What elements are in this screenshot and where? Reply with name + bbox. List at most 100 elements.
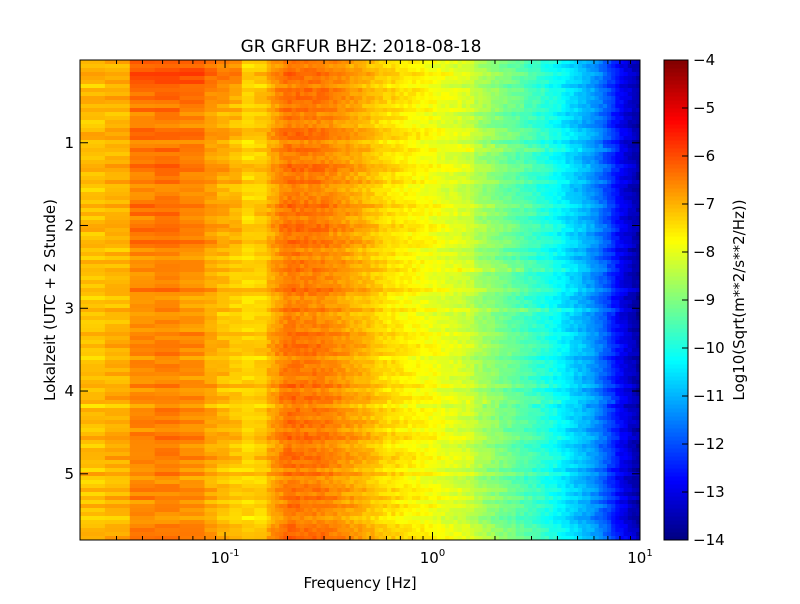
heatmap-cell [304,152,309,157]
heatmap-cell [358,176,363,181]
heatmap-cell [254,68,268,73]
heatmap-cell [494,104,500,109]
heatmap-cell [453,196,459,201]
heatmap-cell [312,220,317,225]
heatmap-cell [333,148,338,153]
heatmap-cell [465,60,471,65]
heatmap-cell [590,204,595,209]
heatmap-cell [337,132,342,137]
heatmap-cell [254,96,268,101]
heatmap-cell [279,176,284,181]
heatmap-cell [254,184,268,189]
heatmap-cell [345,104,351,109]
heatmap-cell [490,112,496,117]
heatmap-cell [287,172,293,177]
heatmap-cell [241,248,255,253]
heatmap-cell [104,216,131,221]
heatmap-cell [283,124,288,129]
heatmap-cell [179,116,205,121]
heatmap-cell [499,208,504,213]
heatmap-cell [275,188,280,193]
heatmap-cell [275,120,280,125]
heatmap-cell [378,76,384,81]
heatmap-cell [582,64,587,69]
heatmap-cell [548,76,554,81]
heatmap-cell [540,184,546,189]
heatmap-cell [291,132,297,137]
heatmap-cell [573,68,579,73]
heatmap-cell [420,228,425,233]
heatmap-cell [445,204,450,209]
heatmap-cell [553,176,558,181]
heatmap-cell [287,160,293,165]
heatmap-cell [403,192,409,197]
heatmap-cell [316,248,322,253]
heatmap-cell [611,244,616,249]
heatmap-cell [104,112,131,117]
heatmap-cell [308,228,313,233]
heatmap-cell [615,248,620,253]
heatmap-cell [378,192,384,197]
heatmap-cell [279,140,284,145]
heatmap-cell [623,212,629,217]
heatmap-cell [308,116,313,121]
heatmap-cell [295,100,301,105]
heatmap-cell [524,168,529,173]
heatmap-cell [432,188,438,193]
heatmap-cell [474,176,479,181]
heatmap-cell [374,116,380,121]
heatmap-cell [382,204,388,209]
heatmap-cell [486,204,492,209]
heatmap-cell [569,92,575,97]
heatmap-cell [333,244,338,249]
heatmap-cell [557,252,562,257]
heatmap-cell [436,164,442,169]
heatmap-cell [611,156,616,161]
heatmap-cell [582,216,587,221]
heatmap-cell [590,192,595,197]
heatmap-cell [507,252,512,257]
heatmap-cell [615,60,620,65]
heatmap-cell [283,60,288,65]
heatmap-cell [283,164,288,169]
heatmap-cell [420,196,425,201]
heatmap-cell [411,96,417,101]
heatmap-cell [270,156,276,161]
heatmap-cell [436,240,442,245]
heatmap-cell [349,124,355,129]
heatmap-cell [399,60,405,65]
heatmap-cell [586,176,591,181]
heatmap-cell [598,96,604,101]
heatmap-cell [598,84,604,89]
heatmap-cell [328,180,334,185]
heatmap-cell [416,100,421,105]
heatmap-cell [611,208,616,213]
heatmap-cell [557,116,562,121]
heatmap-cell [366,232,371,237]
heatmap-cell [387,156,392,161]
heatmap-cell [602,172,608,177]
heatmap-cell [349,148,355,153]
heatmap-cell [241,252,255,257]
heatmap-cell [391,108,396,113]
heatmap-cell [503,112,508,117]
heatmap-cell [631,124,637,129]
heatmap-cell [374,148,380,153]
heatmap-cell [486,228,492,233]
heatmap-cell [528,96,533,101]
heatmap-cell [582,200,587,205]
heatmap-cell [548,180,554,185]
heatmap-cell [287,88,293,93]
heatmap-cell [582,112,587,117]
heatmap-cell [445,72,450,77]
heatmap-cell [299,152,305,157]
heatmap-cell [229,108,243,113]
heatmap-cell [540,216,546,221]
heatmap-cell [441,116,446,121]
heatmap-cell [636,84,641,89]
heatmap-cell [511,224,517,229]
heatmap-cell [104,92,131,97]
heatmap-cell [204,212,218,217]
heatmap-cell [382,160,388,165]
heatmap-cell [453,132,459,137]
